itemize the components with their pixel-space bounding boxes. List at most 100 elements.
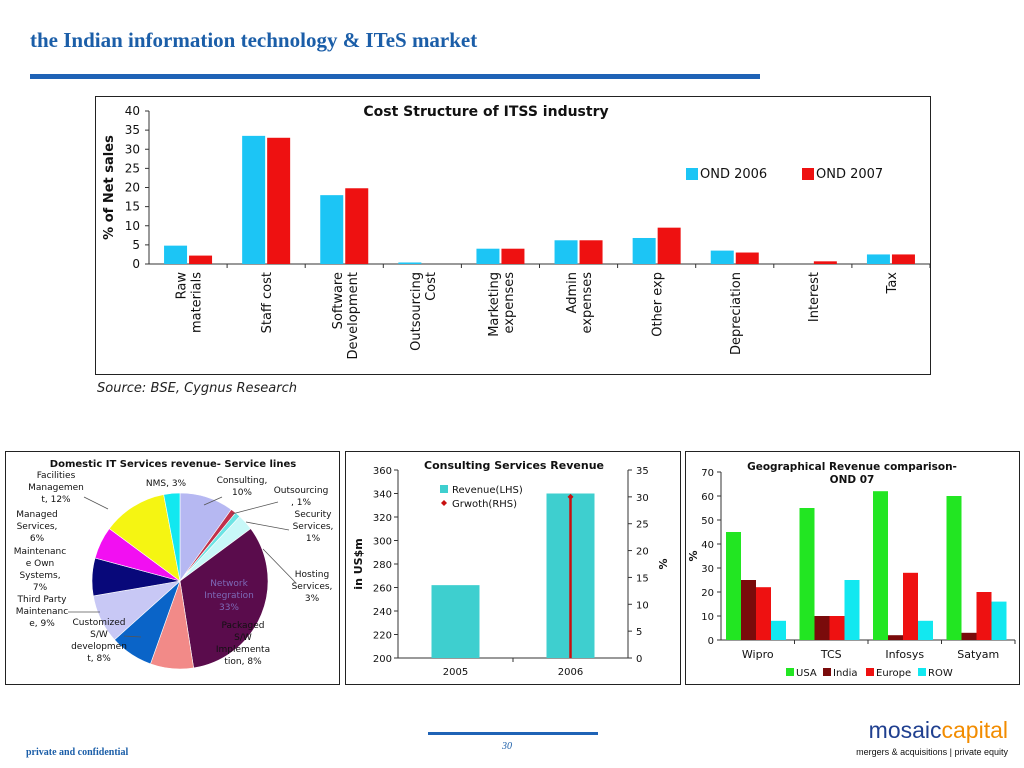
y-tick-label: 260 bbox=[373, 584, 392, 595]
y-tick-label: 300 bbox=[373, 537, 392, 548]
pie-slice-label: Services, bbox=[293, 522, 334, 532]
pie-slice-label: Consulting, bbox=[217, 476, 268, 486]
pie-leader-line bbox=[262, 548, 297, 584]
legend-swatch bbox=[866, 668, 874, 676]
pie-slice-label: 7% bbox=[33, 583, 48, 593]
pie-slice-label: Managed bbox=[16, 510, 57, 520]
y2-tick-label: 35 bbox=[636, 466, 649, 477]
x-tick-label: 2006 bbox=[558, 667, 583, 678]
x-tick-label: TCS bbox=[820, 648, 842, 661]
geographical-revenue-chart: Geographical Revenue comparison- OND 07 0 1… bbox=[685, 451, 1020, 685]
y-tick-label: 280 bbox=[373, 560, 392, 571]
pie-slice-label: Hosting bbox=[295, 570, 329, 580]
chart-source-note: Source: BSE, Cygnus Research bbox=[97, 381, 298, 396]
y-tick-label: 30 bbox=[125, 142, 140, 156]
x-tick-label: Wipro bbox=[742, 648, 774, 661]
legend-swatch bbox=[823, 668, 831, 676]
y-tick-label: 320 bbox=[373, 513, 392, 524]
bar-ond-2006 bbox=[242, 135, 266, 264]
legend-swatch bbox=[918, 668, 926, 676]
pie-slice-label: NMS, 3% bbox=[146, 479, 187, 489]
pie-slice-label: Services, bbox=[292, 582, 333, 592]
chart-title: OND 07 bbox=[830, 474, 875, 486]
pie-slice-label: S/W bbox=[234, 633, 252, 643]
y2-tick-label: 5 bbox=[636, 627, 642, 638]
brand-name-part1: mosaic bbox=[868, 717, 942, 743]
brand-name-part2: capital bbox=[941, 717, 1008, 743]
x-tick-label: Raw bbox=[175, 272, 190, 300]
pie-slice bbox=[108, 494, 181, 582]
y-tick-label: 10 bbox=[701, 612, 714, 623]
y-tick-label: 0 bbox=[708, 636, 714, 647]
y-tick-label: 200 bbox=[373, 654, 392, 665]
legend-swatch bbox=[686, 168, 698, 180]
y-tick-label: 60 bbox=[701, 492, 714, 503]
service-lines-svg: Domestic IT Services revenue- Service li… bbox=[14, 459, 334, 670]
bar-india bbox=[961, 632, 977, 640]
y-tick-label: 35 bbox=[125, 123, 140, 137]
bar-europe bbox=[829, 616, 845, 640]
growth-marker bbox=[567, 493, 574, 500]
pie-slice-label: developmen bbox=[71, 642, 127, 652]
pie-slice-label: , 1% bbox=[291, 498, 311, 508]
pie-slice-label: Managemen bbox=[28, 483, 84, 493]
pie-slice bbox=[179, 528, 269, 669]
title-rule bbox=[30, 74, 760, 79]
y-tick-label: 40 bbox=[701, 540, 714, 551]
bar-europe bbox=[903, 572, 918, 640]
pie-slice-label: Systems, bbox=[19, 571, 60, 581]
pie-slice-label: Network bbox=[210, 579, 248, 589]
pie-slice-label: tion, 8% bbox=[224, 657, 262, 667]
pie-slice bbox=[163, 492, 181, 582]
pie-slice-label: t, 12% bbox=[41, 495, 71, 505]
pie-slice-label: e Own bbox=[26, 559, 55, 569]
bar-ond-2007 bbox=[735, 252, 759, 264]
bar-ond-2006 bbox=[476, 248, 500, 264]
legend-label: Europe bbox=[876, 668, 911, 679]
bar-ond-2006 bbox=[164, 245, 188, 264]
x-tick-label: Tax bbox=[885, 272, 900, 295]
revenue-bar bbox=[431, 585, 480, 658]
x-tick-label-group: Other exp bbox=[651, 272, 666, 337]
cost-structure-svg: Cost Structure of ITSS industry 0 5 10 15 20 2… bbox=[102, 104, 930, 360]
bar-usa bbox=[873, 491, 888, 640]
x-tick-label: Outsourcing bbox=[409, 272, 424, 351]
legend-label: India bbox=[833, 668, 858, 679]
x-tick-label-group: Depreciation bbox=[729, 272, 744, 355]
y-tick-label: 340 bbox=[373, 490, 392, 501]
confidential-note: private and confidential bbox=[26, 747, 129, 758]
legend-swatch bbox=[440, 485, 448, 493]
bar-ond-2006 bbox=[320, 195, 344, 264]
pie-slice-label: S/W bbox=[90, 630, 108, 640]
x-tick-label: Admin bbox=[565, 272, 580, 313]
x-tick-label-group: Outsourcing Cost bbox=[409, 272, 439, 351]
pie-slice-label: 33% bbox=[219, 603, 239, 613]
bar-ond-2007 bbox=[501, 248, 525, 264]
y-tick-label: 240 bbox=[373, 607, 392, 618]
x-tick-label-group: Staff cost bbox=[260, 272, 275, 333]
bar-ond-2006 bbox=[710, 250, 734, 264]
y-tick-label: 15 bbox=[125, 200, 140, 214]
x-tick-label-group: Raw materials bbox=[175, 272, 205, 333]
consulting-revenue-svg: Consulting Services Revenue2002202402602… bbox=[352, 459, 670, 678]
pie-slice-label: Services, bbox=[17, 522, 58, 532]
pie-slice-label: Security bbox=[295, 510, 333, 520]
x-tick-label-group: Admin expenses bbox=[565, 272, 595, 334]
bar-india bbox=[814, 616, 830, 640]
pie-slice-label: 3% bbox=[305, 594, 320, 604]
chart-title: Cost Structure of ITSS industry bbox=[363, 104, 608, 120]
footer-rule bbox=[428, 732, 598, 735]
y-tick-label: 70 bbox=[701, 468, 714, 479]
bar-ond-2007 bbox=[813, 261, 837, 264]
x-tick-label: 2005 bbox=[443, 667, 468, 678]
chart-title: Domestic IT Services revenue- Service li… bbox=[50, 459, 296, 470]
y2-tick-label: 15 bbox=[636, 573, 649, 584]
pie-slice-label: 6% bbox=[30, 534, 45, 544]
legend-marker bbox=[441, 500, 447, 506]
pie-slice-label: 1% bbox=[306, 534, 321, 544]
bar-usa bbox=[946, 496, 962, 640]
pie-slice-label: Facilities bbox=[37, 471, 76, 481]
bar-ond-2006 bbox=[554, 240, 578, 264]
y-axis-label: % bbox=[687, 550, 700, 561]
bar-ond-2007 bbox=[891, 254, 915, 264]
